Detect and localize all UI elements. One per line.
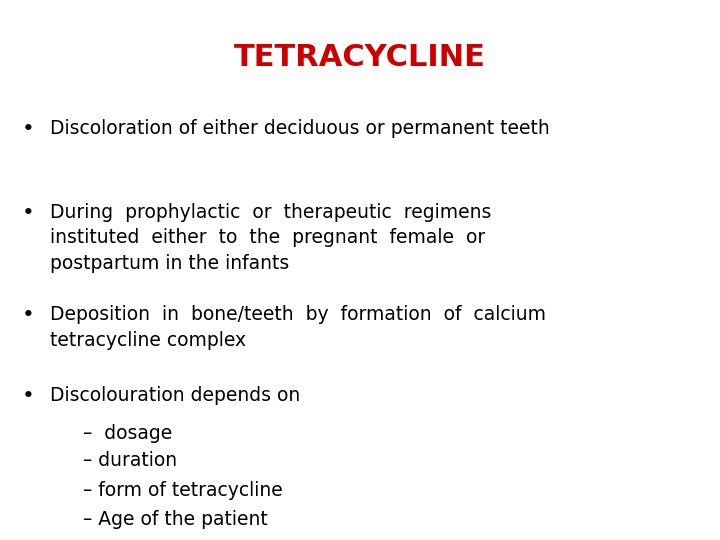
Text: During  prophylactic  or  therapeutic  regimens
instituted  either  to  the  pre: During prophylactic or therapeutic regim… xyxy=(50,202,492,273)
Text: Discoloration of either deciduous or permanent teeth: Discoloration of either deciduous or per… xyxy=(50,119,550,138)
Text: – duration: – duration xyxy=(83,451,177,470)
Text: – Age of the patient: – Age of the patient xyxy=(83,510,268,529)
Text: Deposition  in  bone/teeth  by  formation  of  calcium
tetracycline complex: Deposition in bone/teeth by formation of… xyxy=(50,305,546,350)
Text: –  dosage: – dosage xyxy=(83,424,172,443)
Text: •: • xyxy=(22,119,35,139)
Text: •: • xyxy=(22,202,35,222)
Text: TETRACYCLINE: TETRACYCLINE xyxy=(234,43,486,72)
Text: •: • xyxy=(22,386,35,406)
Text: Discolouration depends on: Discolouration depends on xyxy=(50,386,301,405)
Text: – form of tetracycline: – form of tetracycline xyxy=(83,481,282,500)
Text: •: • xyxy=(22,305,35,325)
